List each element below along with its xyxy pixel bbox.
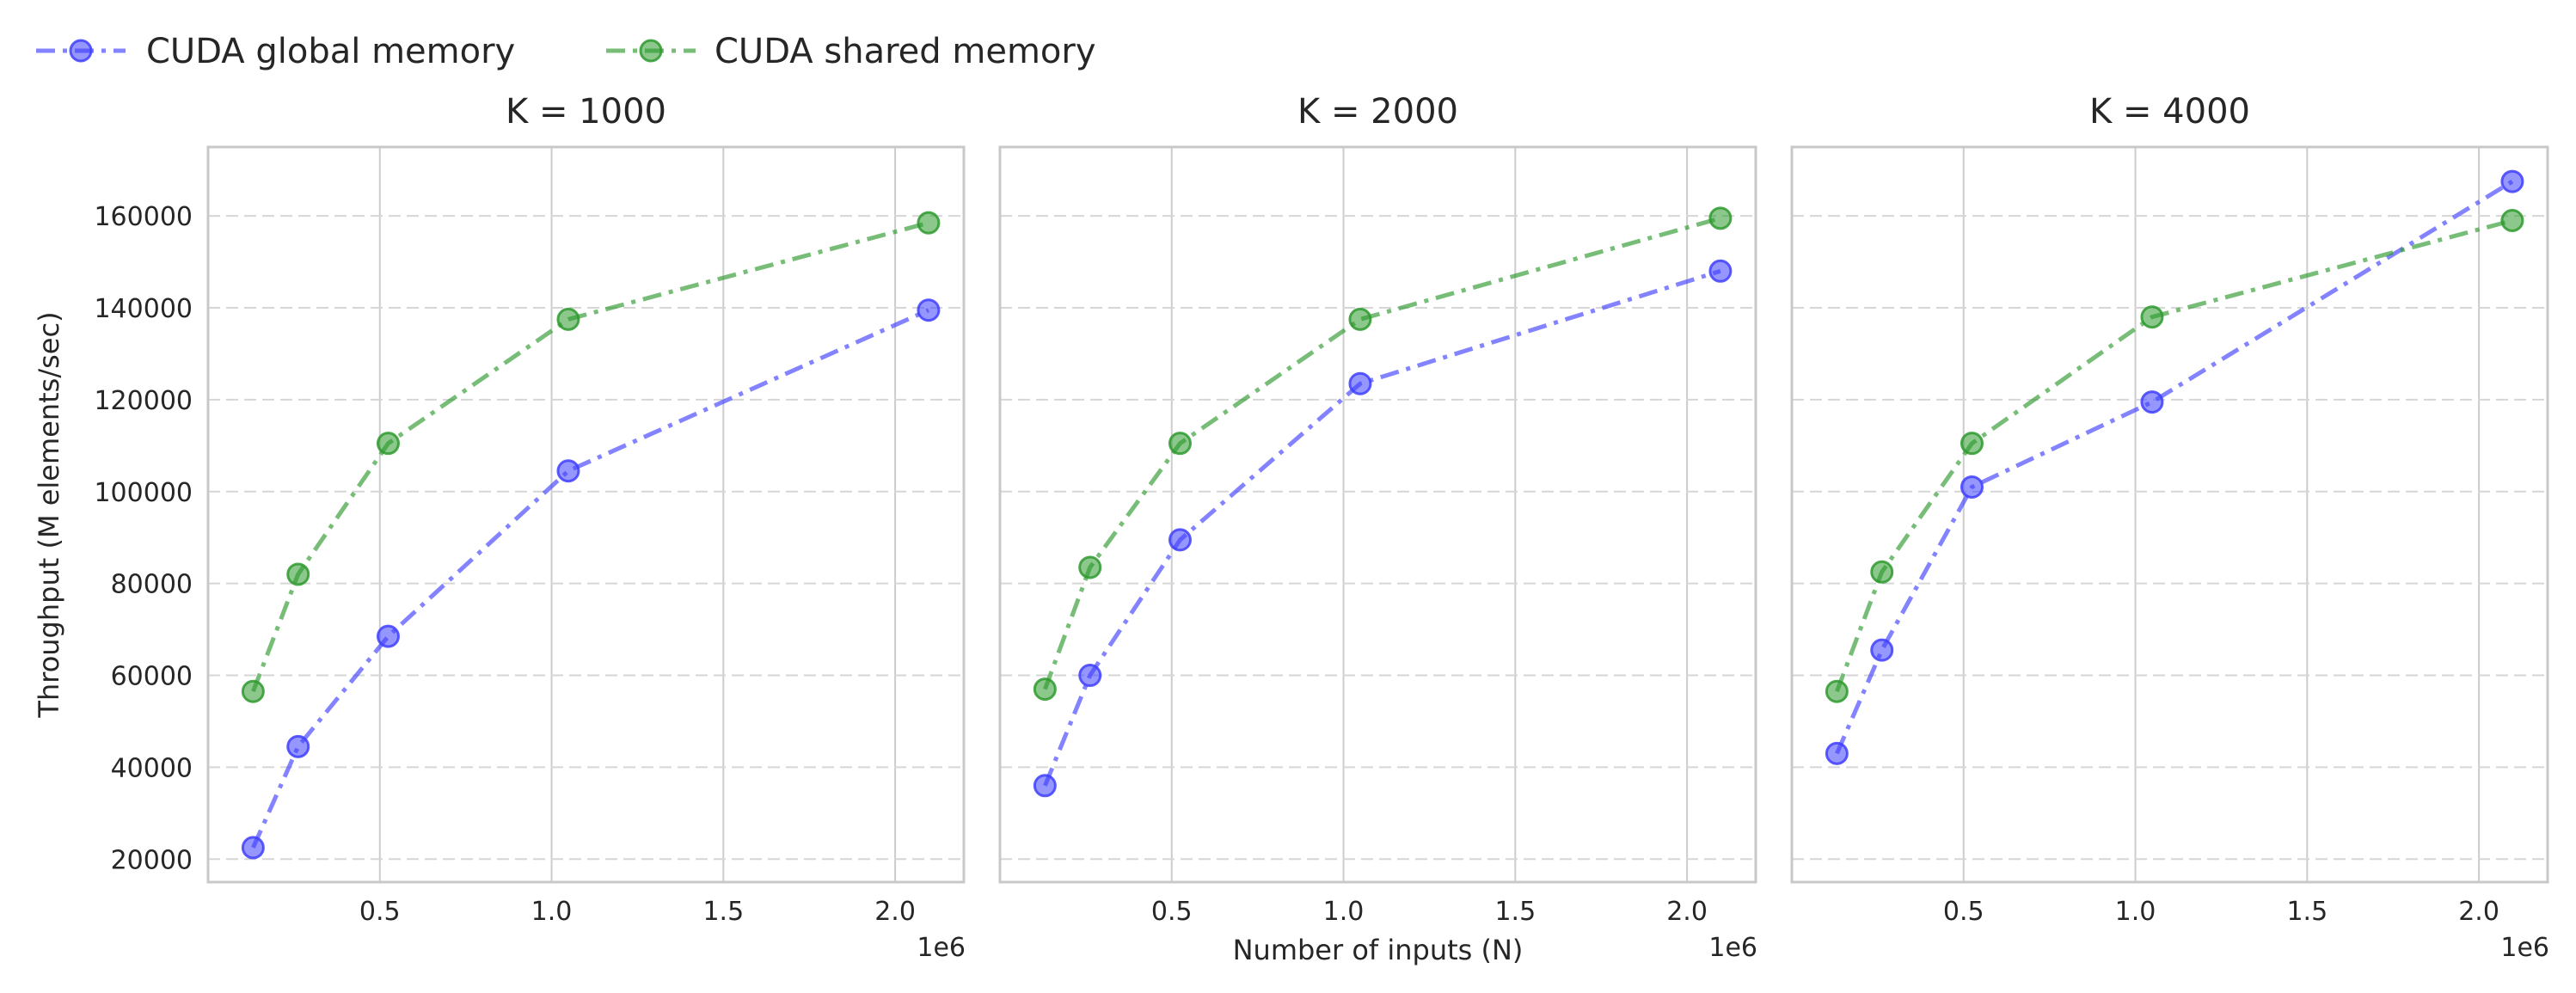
data-point <box>1033 774 1057 798</box>
x-axis-label: Number of inputs (N) <box>1233 934 1524 966</box>
data-point <box>2500 169 2524 193</box>
data-point <box>1168 528 1192 552</box>
y-tick-label: 20000 <box>111 845 193 875</box>
x-tick-label: 2.0 <box>874 897 916 927</box>
series-line-global <box>251 308 929 849</box>
x-offset-label: 1e6 <box>917 933 966 963</box>
legend-label: CUDA global memory <box>146 32 515 71</box>
data-point <box>1348 307 1372 331</box>
data-point <box>286 734 310 758</box>
subplot-title: K = 2000 <box>1297 92 1458 132</box>
x-offset-label: 1e6 <box>2500 933 2549 963</box>
subplot-title: K = 1000 <box>506 92 666 132</box>
x-tick-label: 0.5 <box>1943 897 1984 927</box>
series-line-global <box>1043 268 1721 787</box>
plot-frame <box>1790 145 2549 884</box>
data-point <box>1960 432 1984 456</box>
legend-label: CUDA shared memory <box>715 32 1096 71</box>
data-point <box>286 562 310 586</box>
data-point <box>917 298 941 322</box>
data-point <box>241 836 265 860</box>
x-tick-label: 2.0 <box>2458 897 2499 927</box>
data-point <box>376 432 400 456</box>
data-point <box>1168 432 1192 456</box>
subplot-title: K = 4000 <box>2089 92 2250 132</box>
data-point <box>1708 259 1733 283</box>
data-point <box>2500 209 2524 232</box>
y-tick-label: 80000 <box>111 570 193 600</box>
x-tick-label: 0.5 <box>359 897 401 927</box>
data-point <box>241 679 265 703</box>
x-tick-label: 0.5 <box>1151 897 1193 927</box>
plot-frame <box>998 145 1757 884</box>
data-point <box>2140 305 2164 329</box>
y-tick-label: 100000 <box>94 478 193 508</box>
y-tick-label: 160000 <box>94 202 193 232</box>
series-line-global <box>1835 179 2514 755</box>
data-point <box>1033 677 1057 702</box>
data-point <box>1078 555 1102 579</box>
x-tick-label: 2.0 <box>1666 897 1708 927</box>
data-point <box>2140 390 2164 414</box>
plot-frame <box>206 145 966 884</box>
data-point <box>1348 371 1372 395</box>
legend: CUDA global memory CUDA shared memory <box>36 32 1096 71</box>
data-point <box>1825 679 1849 703</box>
data-point <box>917 211 941 235</box>
y-tick-label: 60000 <box>111 662 193 692</box>
data-point <box>556 307 580 331</box>
data-point <box>1078 664 1102 688</box>
x-tick-label: 1.0 <box>2115 897 2156 927</box>
series-line-shared <box>251 220 929 693</box>
data-point <box>1708 206 1733 230</box>
data-point <box>1960 475 1984 499</box>
series-line-shared <box>1043 216 1721 690</box>
x-tick-label: 1.0 <box>1323 897 1365 927</box>
data-point <box>1870 638 1894 662</box>
data-point <box>556 459 580 483</box>
y-axis-label: Throughput (M elements/sec) <box>33 311 65 718</box>
legend-marker <box>639 39 663 63</box>
series-line-shared <box>1835 218 2513 693</box>
x-tick-label: 1.5 <box>1494 897 1536 927</box>
data-point <box>1870 560 1894 584</box>
data-point <box>1825 741 1849 765</box>
legend-marker <box>69 39 93 63</box>
x-offset-label: 1e6 <box>1708 933 1757 963</box>
y-tick-label: 140000 <box>94 294 193 324</box>
y-tick-label: 120000 <box>94 386 193 416</box>
x-tick-label: 1.5 <box>2286 897 2328 927</box>
x-tick-label: 1.5 <box>702 897 744 927</box>
y-tick-label: 40000 <box>111 753 193 783</box>
data-point <box>376 624 400 648</box>
x-tick-label: 1.0 <box>531 897 573 927</box>
